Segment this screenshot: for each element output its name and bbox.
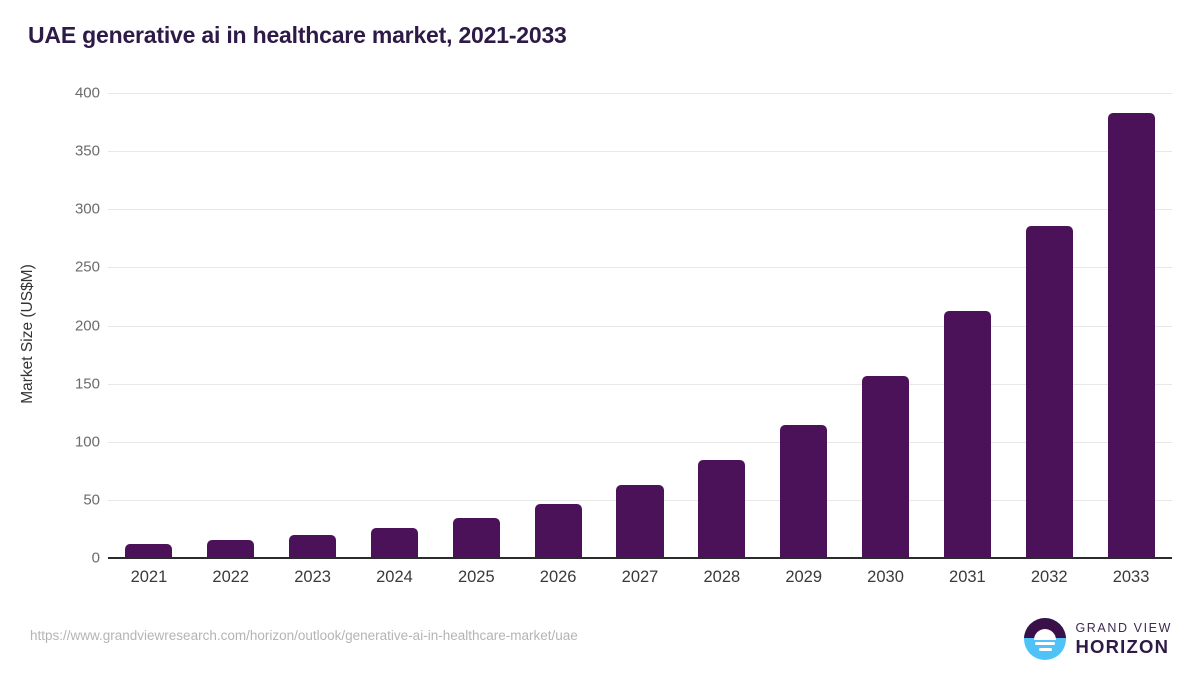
bar-2032[interactable] xyxy=(1025,225,1073,558)
y-tick-label: 200 xyxy=(74,317,100,334)
x-tick-label-2025: 2025 xyxy=(457,568,495,586)
x-tick-label-2028: 2028 xyxy=(703,568,741,586)
x-tick-label-2030: 2030 xyxy=(867,568,904,586)
x-tick-label-2023: 2023 xyxy=(294,568,331,586)
y-tick-label: 150 xyxy=(74,375,100,393)
bar-2023[interactable] xyxy=(289,535,337,558)
bar-2029[interactable] xyxy=(780,424,828,558)
gridline xyxy=(108,209,1172,211)
x-tick-label-2027: 2027 xyxy=(621,568,659,586)
gridline xyxy=(108,93,1172,94)
y-tick-label: 400 xyxy=(74,84,100,102)
bar-2028[interactable] xyxy=(698,460,746,558)
bar-2026[interactable] xyxy=(534,503,582,558)
gridline xyxy=(108,441,1172,443)
page-title: UAE generative ai in healthcare market, … xyxy=(28,22,567,48)
logo-text: GRAND VIEW HORIZON xyxy=(1075,620,1172,657)
x-axis-ticks: 2021 2022 2023 2024 2025 2026 2027 2028 2029 2030… xyxy=(108,568,1172,598)
x-tick-label-2024: 2024 xyxy=(376,568,413,586)
gridline xyxy=(108,383,1172,385)
bar-2030[interactable] xyxy=(862,376,910,558)
bars-layer xyxy=(108,93,1172,558)
bar-2025[interactable] xyxy=(452,518,500,558)
x-tick-label-2033: 2033 xyxy=(1112,568,1150,586)
bar-2024[interactable] xyxy=(370,527,418,558)
x-tick-label-2031: 2031 xyxy=(949,568,986,586)
y-tick-label: 350 xyxy=(74,142,100,160)
y-tick-label: 0 xyxy=(91,549,100,567)
x-tick-label-2026: 2026 xyxy=(539,568,577,586)
gridline xyxy=(108,325,1172,327)
y-tick-label: 250 xyxy=(74,258,100,276)
bar-2027[interactable] xyxy=(616,484,664,558)
logo-line-horizon: HORIZON xyxy=(1075,636,1170,657)
y-axis-label: Market Size (US$M) xyxy=(19,264,36,404)
bar-2022[interactable] xyxy=(207,539,255,558)
logo-bar-lower xyxy=(1038,647,1052,651)
logo-line-grand-view: GRAND VIEW xyxy=(1075,620,1172,635)
x-tick-label-2029: 2029 xyxy=(785,568,823,586)
source-url[interactable]: https://www.grandviewresearch.com/horizo… xyxy=(30,628,578,643)
x-axis-line xyxy=(108,557,1172,559)
bar-2033[interactable] xyxy=(1107,112,1155,558)
x-tick-label-2022: 2022 xyxy=(212,568,250,586)
gridline xyxy=(108,151,1172,153)
y-axis-ticks: 0 50 100 150 200 250 300 350 400 xyxy=(0,0,100,675)
bar-2031[interactable] xyxy=(943,310,991,558)
gridline xyxy=(108,267,1172,269)
x-tick-label-2021: 2021 xyxy=(130,568,168,586)
logo-bar-upper xyxy=(1035,641,1056,645)
logo-dome-shape xyxy=(1034,629,1057,641)
grand-view-horizon-logo[interactable]: GRAND VIEW HORIZON xyxy=(1024,618,1172,660)
horizon-sun-circle-icon xyxy=(1024,618,1067,660)
y-tick-label: 50 xyxy=(83,491,100,509)
x-tick-label-2032: 2032 xyxy=(1030,568,1068,586)
bar-2021[interactable] xyxy=(125,544,173,558)
y-tick-label: 300 xyxy=(74,200,100,218)
y-tick-label: 100 xyxy=(74,433,100,451)
